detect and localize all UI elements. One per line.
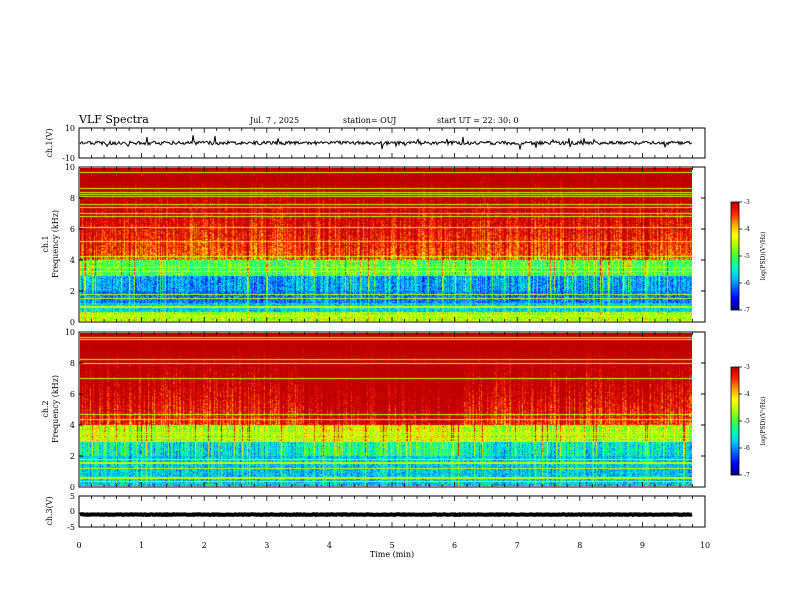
ch2-spectrogram-ylabel-1: ch.2	[41, 400, 50, 417]
time-axis-labels: 0 1 2 3 4 5 6 7 8 9 10	[76, 541, 710, 550]
ytick-label: 2	[70, 287, 75, 296]
ch3-ytick-bottom: -5	[67, 523, 75, 532]
date-label: Jul. 7 , 2025	[249, 116, 299, 125]
ch1-spectrogram-ylabel-1: ch.1	[41, 235, 50, 252]
colorbar-tick-label: -7	[744, 307, 750, 314]
xtick-label: 10	[700, 541, 710, 550]
ch3-waveform-ylabel: ch.3(V)	[45, 496, 54, 525]
ytick-label: 6	[70, 390, 75, 399]
chart-title: VLF Spectra	[78, 113, 149, 126]
ch1-colorbar-label: log(PSD)(V²/Hz)	[760, 232, 767, 281]
ytick-label: 4	[70, 421, 75, 430]
ytick-label: 8	[70, 194, 75, 203]
ytick-label: 0	[70, 483, 75, 492]
start-ut-label: start UT = 22: 30: 0	[437, 116, 518, 125]
xtick-label: 9	[640, 541, 645, 550]
ch2-colorbar-ticks: -3 -4 -5 -6 -7	[739, 364, 750, 479]
xtick-label: 8	[577, 541, 582, 550]
ch1-colorbar: -3 -4 -5 -6 -7 log(PSD)(V²/Hz)	[730, 199, 767, 314]
xtick-label: 0	[76, 541, 81, 550]
colorbar-tick-label: -7	[744, 472, 750, 479]
time-axis-ticks	[78, 128, 706, 527]
xtick-label: 3	[264, 541, 269, 550]
ch1-waveform-line	[79, 135, 693, 150]
colorbar-tick-label: -3	[744, 364, 750, 371]
ch1-ytick-bottom: -10	[62, 154, 75, 163]
xtick-label: 5	[389, 541, 394, 550]
ch2-spectrogram-image	[80, 333, 692, 486]
ch2-colorbar: -3 -4 -5 -6 -7 log(PSD)(V²/Hz)	[730, 364, 767, 479]
colorbar-tick-label: -6	[744, 280, 750, 287]
colorbar-tick-label: -6	[744, 445, 750, 452]
ytick-label: 8	[70, 359, 75, 368]
colorbar-tick-label: -5	[744, 418, 750, 425]
time-axis-title: Time (min)	[370, 550, 414, 559]
station-label: station= OUJ	[343, 116, 396, 125]
ch2-spectrogram-ylabel-2: Frequency (kHz)	[51, 375, 60, 443]
ch3-ytick-mid: 0	[70, 507, 75, 516]
ch1-ytick-top: 10	[65, 124, 75, 133]
ch1-spectrogram-ylabel-2: Frequency (kHz)	[51, 210, 60, 278]
ytick-label: 10	[65, 163, 75, 172]
xtick-label: 6	[452, 541, 457, 550]
ch1-waveform-ylabel: ch.1(V)	[45, 128, 54, 157]
ytick-label: 6	[70, 225, 75, 234]
ch3-waveform-panel: 5 0 -5 ch.3(V)	[45, 492, 706, 532]
xtick-label: 2	[202, 541, 207, 550]
xtick-label: 7	[515, 541, 520, 550]
ch1-waveform-panel: 10 -10 ch.1(V)	[45, 124, 706, 163]
ytick-label: 10	[65, 328, 75, 337]
ytick-label: 4	[70, 256, 75, 265]
ytick-label: 2	[70, 452, 75, 461]
ch1-spectrogram-yticks: 0 2 4 6 8 10	[65, 163, 705, 327]
ch2-spectrogram-panel: 0 2 4 6 8 10 ch.2 Frequency (kHz) -3 -4 -5 -6 -7 …	[41, 328, 767, 492]
colorbar-tick-label: -4	[744, 391, 750, 398]
colorbar-tick-label: -4	[744, 226, 750, 233]
ch2-colorbar-label: log(PSD)(V²/Hz)	[760, 397, 767, 446]
ch1-spectrogram-panel: 0 2 4 6 8 10 ch.1 Frequency (kHz) -3 -4 -5 -6 -7 …	[41, 163, 767, 327]
ytick-label: 0	[70, 318, 75, 327]
ch1-colorbar-ticks: -3 -4 -5 -6 -7	[739, 199, 750, 314]
ch1-spectrogram-image	[80, 168, 692, 321]
xtick-label: 1	[139, 541, 144, 550]
ch3-waveform-frame	[78, 495, 706, 528]
xtick-label: 4	[327, 541, 332, 550]
ch2-colorbar-image	[731, 367, 739, 475]
ch2-spectrogram-yticks: 0 2 4 6 8 10	[65, 328, 705, 492]
ch3-waveform-line	[79, 511, 693, 518]
ch3-ytick-top: 5	[70, 492, 75, 501]
colorbar-tick-label: -3	[744, 199, 750, 206]
ch1-colorbar-image	[731, 202, 739, 310]
colorbar-tick-label: -5	[744, 253, 750, 260]
